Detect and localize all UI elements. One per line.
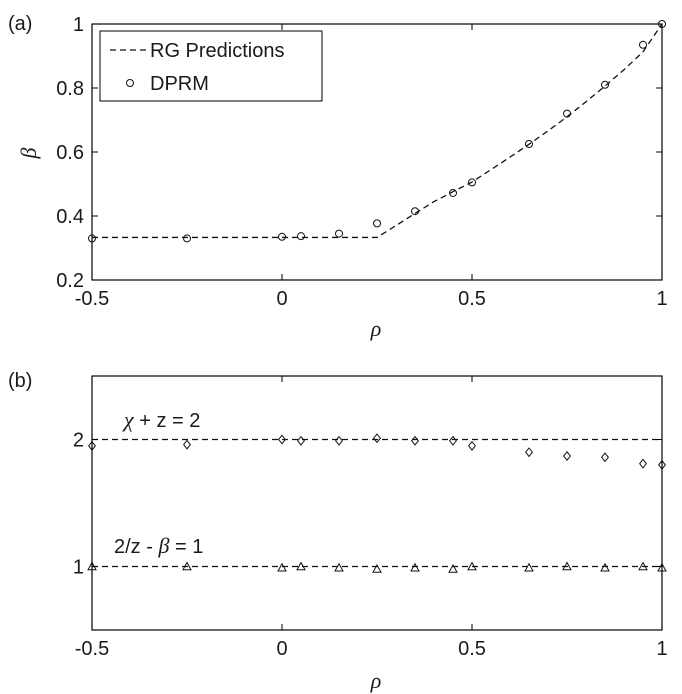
panel-a-y-tick-label: 0.4 bbox=[56, 206, 84, 228]
panel-a-x-tick-label: 0.5 bbox=[458, 288, 486, 310]
diamond-point bbox=[600, 452, 610, 463]
annotation-chi-plus-z: χ + z = 2 bbox=[122, 407, 200, 432]
annotation-2z-minus-beta: 2/z - β = 1 bbox=[114, 533, 203, 558]
dprm-circle-point bbox=[449, 188, 457, 197]
diamond-point bbox=[562, 451, 572, 462]
dprm-circle-point bbox=[468, 178, 476, 187]
dprm-circle-point bbox=[563, 109, 571, 118]
legend-box bbox=[99, 30, 323, 102]
triangle-point bbox=[638, 561, 648, 571]
diamond-point bbox=[372, 433, 382, 444]
panel-a-label: (a) bbox=[8, 13, 32, 35]
triangle-point bbox=[296, 561, 306, 571]
diamond-point bbox=[334, 435, 344, 446]
diamond-point bbox=[638, 458, 648, 469]
dprm-circle-point bbox=[601, 80, 609, 89]
panel-b-plot-area bbox=[87, 433, 667, 573]
annotation-chi-rest: + z = 2 bbox=[139, 410, 200, 432]
panel-a-x-tick-label: -0.5 bbox=[75, 288, 109, 310]
triangle-point bbox=[182, 561, 192, 571]
legend-entry-dprm: DPRM bbox=[150, 73, 209, 95]
panel-b-x-axis-label: ρ bbox=[370, 668, 382, 693]
triangle-point bbox=[467, 561, 477, 571]
panel-a-y-ticks: 0.2 0.4 0.6 0.8 1 bbox=[56, 14, 662, 292]
dprm-circle-point bbox=[411, 207, 419, 216]
annotation-chi-symbol: χ bbox=[122, 407, 135, 432]
series-rg-predictions-line bbox=[92, 23, 663, 239]
legend-circle-marker-sample bbox=[126, 79, 134, 87]
panel-b-axes-box bbox=[91, 375, 663, 631]
diamond-point bbox=[524, 447, 534, 458]
dprm-circle-point bbox=[278, 232, 286, 241]
panel-a: (a) -0.5 0 0.5 1 0.2 0.4 0.6 0.8 1 ρ β RG Predi… bbox=[8, 13, 668, 341]
panel-a-y-tick-label: 0.6 bbox=[56, 142, 84, 164]
panel-b-x-tick-label: 1 bbox=[656, 638, 667, 660]
panel-a-x-ticks: -0.5 0 0.5 1 bbox=[75, 24, 668, 310]
panel-a-x-tick-label: 0 bbox=[276, 288, 287, 310]
dprm-circle-point bbox=[335, 229, 343, 238]
panel-b-x-tick-label: 0.5 bbox=[458, 638, 486, 660]
triangle-point bbox=[562, 561, 572, 571]
panel-b-label: (b) bbox=[8, 370, 32, 392]
diamond-point bbox=[467, 440, 477, 451]
dprm-circle-point bbox=[373, 219, 381, 228]
diamond-point bbox=[296, 435, 306, 446]
triangle-point bbox=[600, 562, 610, 572]
panel-b: (b) -0.5 0 0.5 1 12 ρ χ + z = 2 2/z - β = 1 bbox=[8, 370, 668, 693]
triangle-point bbox=[277, 562, 287, 572]
dprm-circle-point bbox=[297, 232, 305, 241]
annotation-beta-symbol: β bbox=[157, 533, 169, 558]
panel-b-y-ticks: 12 bbox=[73, 430, 662, 579]
panel-a-y-tick-label: 0.2 bbox=[56, 270, 84, 292]
panel-b-x-tick-label: -0.5 bbox=[75, 638, 109, 660]
dprm-circle-point bbox=[639, 40, 647, 49]
panel-b-x-tick-label: 0 bbox=[276, 638, 287, 660]
triangle-point bbox=[334, 562, 344, 572]
diamond-point bbox=[182, 439, 192, 450]
panel-b-y-tick-label: 2 bbox=[73, 430, 84, 452]
dprm-circle-point bbox=[183, 234, 191, 243]
triangle-point bbox=[372, 564, 382, 573]
panel-a-y-tick-label: 1 bbox=[73, 14, 84, 36]
diamond-point bbox=[277, 434, 287, 445]
triangle-point bbox=[410, 562, 420, 572]
annotation-beta-rest: = 1 bbox=[175, 536, 203, 558]
panel-a-x-tick-label: 1 bbox=[656, 288, 667, 310]
panel-a-y-tick-label: 0.8 bbox=[56, 78, 84, 100]
triangle-point bbox=[448, 564, 458, 573]
annotation-2z-prefix: 2/z - bbox=[114, 536, 158, 558]
legend-entry-rg-predictions: RG Predictions bbox=[150, 40, 285, 62]
panel-b-x-ticks: -0.5 0 0.5 1 bbox=[75, 376, 668, 660]
dprm-circle-point bbox=[525, 140, 533, 148]
diamond-point bbox=[448, 435, 458, 446]
diamond-point bbox=[410, 435, 420, 446]
panel-a-plot-area bbox=[88, 20, 666, 243]
panel-b-y-tick-label: 1 bbox=[73, 557, 84, 579]
panel-a-y-axis-label: β bbox=[16, 147, 41, 159]
panel-a-x-axis-label: ρ bbox=[370, 316, 382, 341]
triangle-point bbox=[524, 562, 534, 572]
legend: RG Predictions DPRM bbox=[99, 30, 323, 102]
